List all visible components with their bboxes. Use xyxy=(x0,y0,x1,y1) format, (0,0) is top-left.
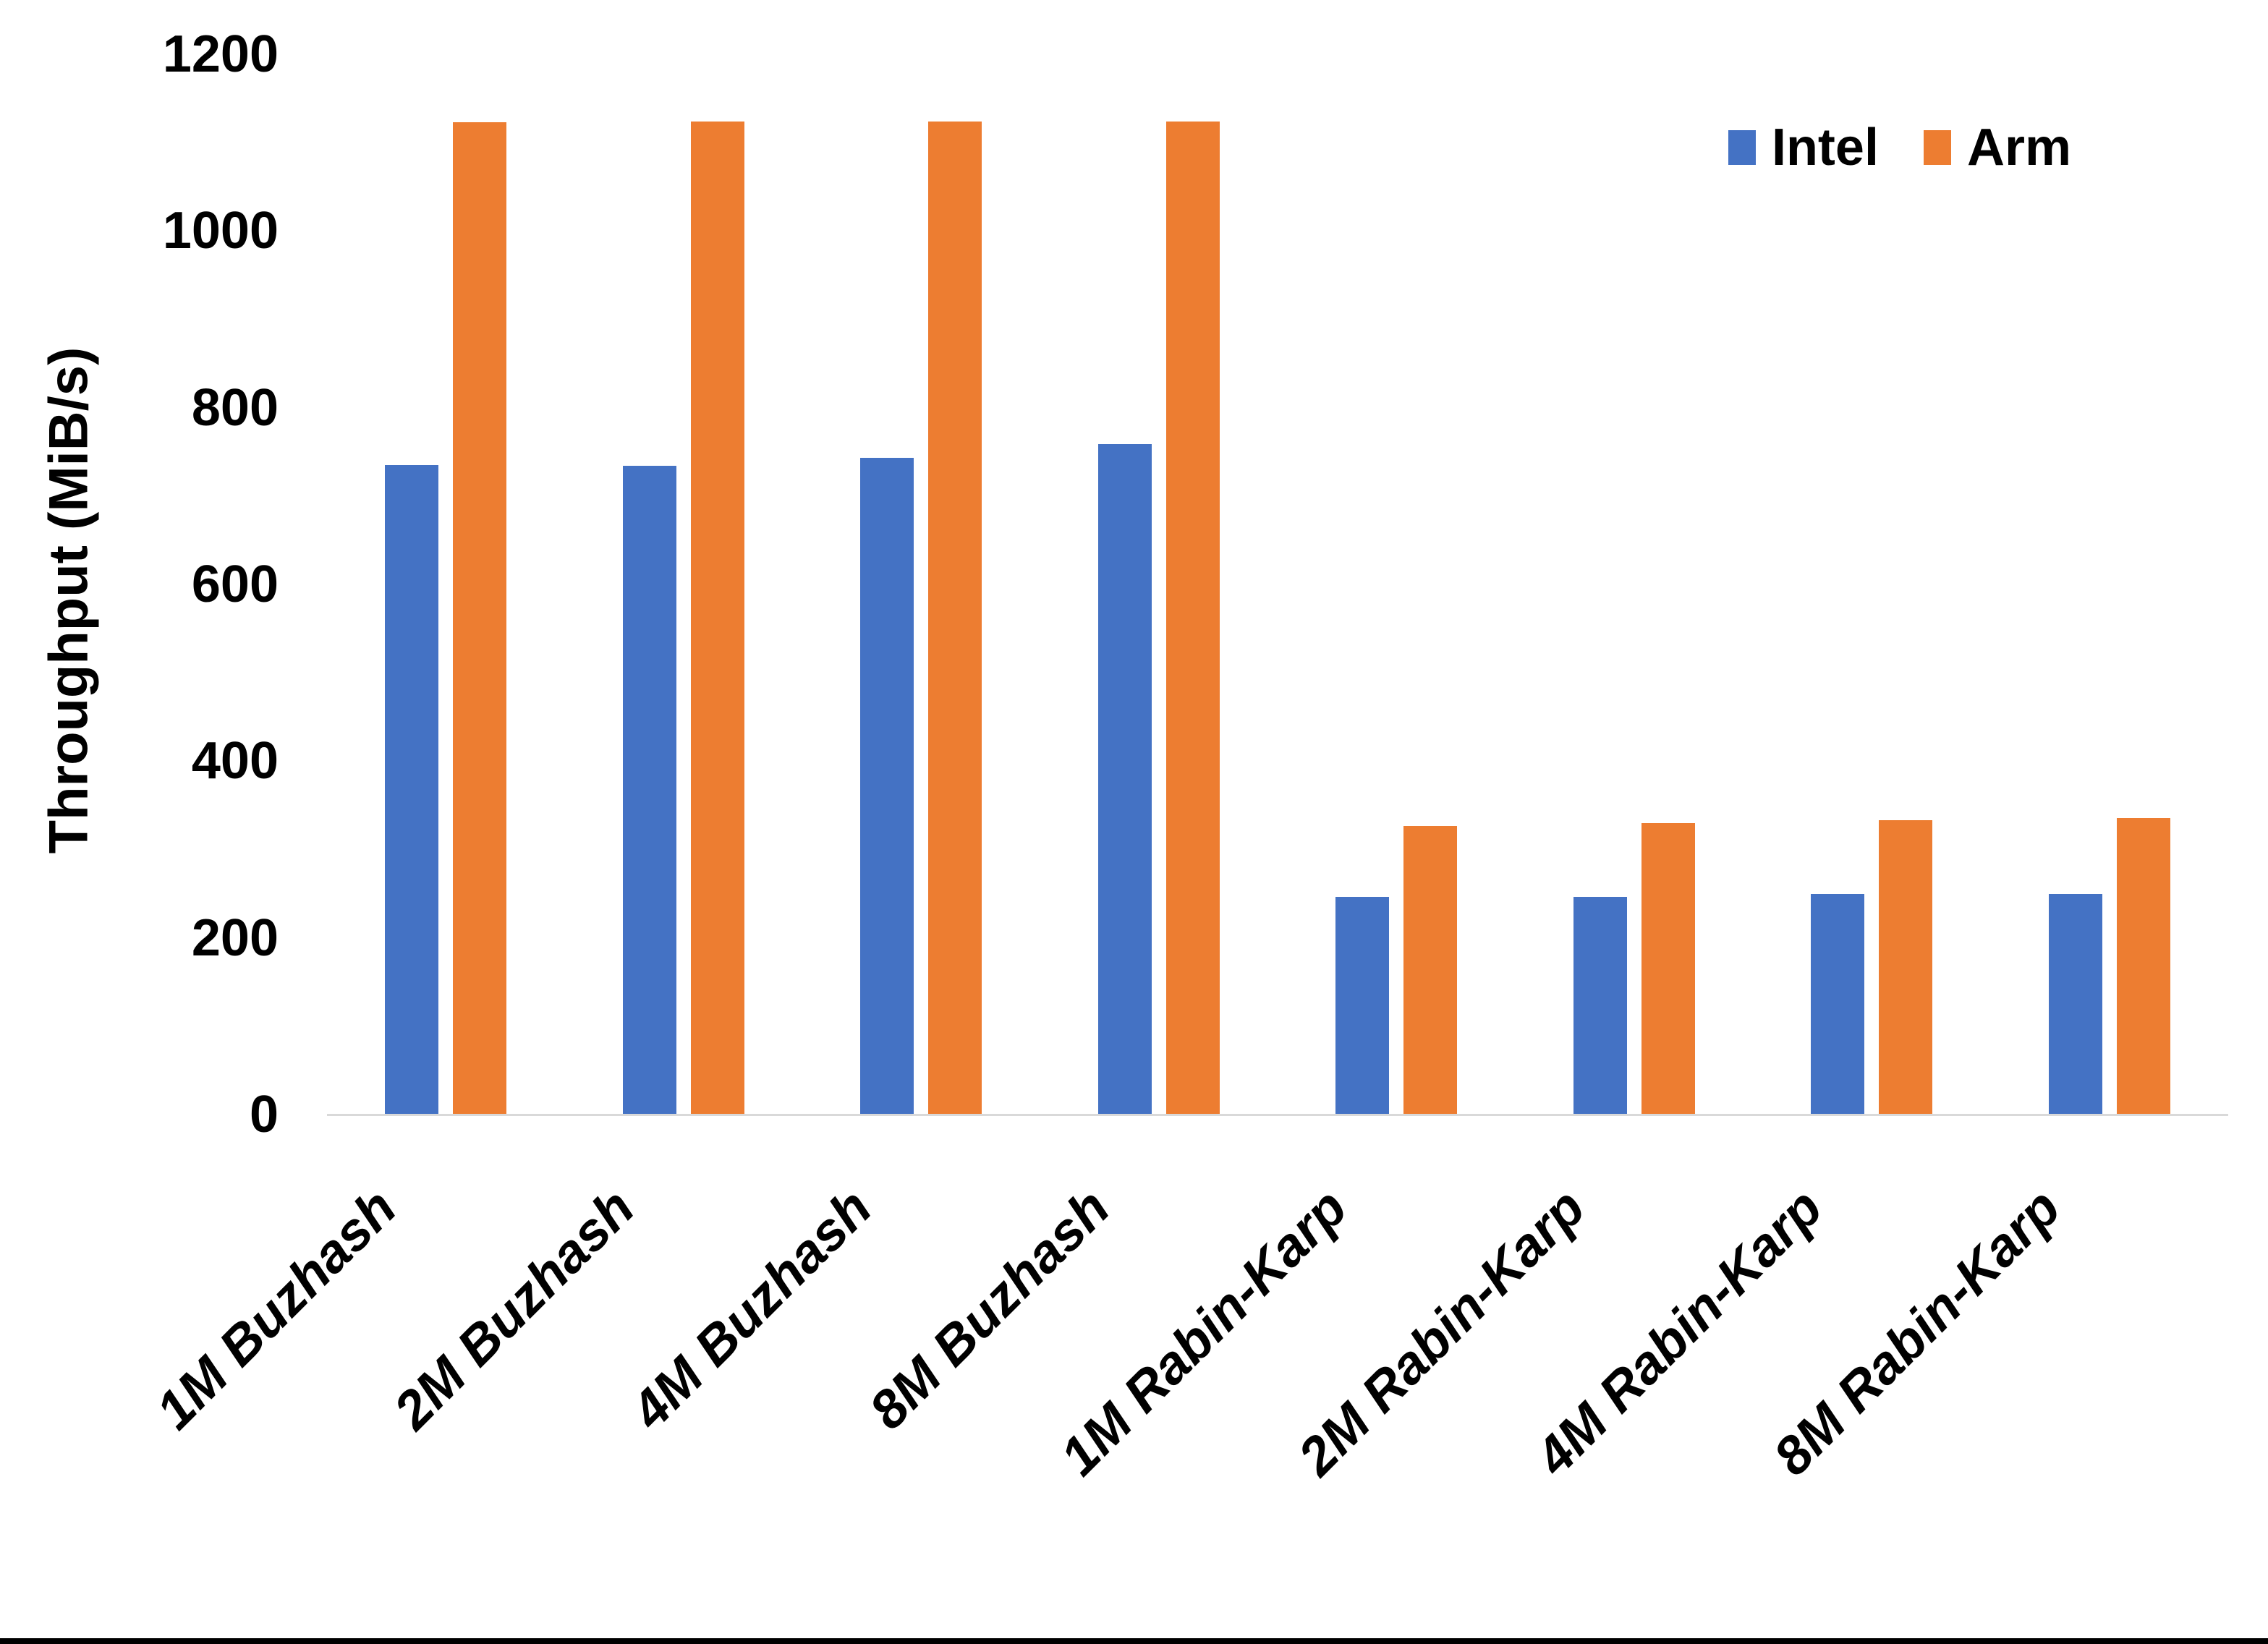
bar-arm-2m-buzhash xyxy=(690,121,744,1115)
bar-arm-8m-rabin-karp xyxy=(2116,817,2170,1115)
bar-intel-1m-buzhash xyxy=(385,465,439,1115)
x-axis-label-4m-buzhash: 4M Buzhash xyxy=(619,1177,883,1441)
legend: Intel Arm xyxy=(1728,120,2071,175)
plot-area xyxy=(327,54,2228,1116)
bar-arm-2m-rabin-karp xyxy=(1641,822,1695,1115)
bar-arm-1m-buzhash xyxy=(453,122,507,1115)
bar-intel-2m-rabin-karp xyxy=(1573,897,1627,1115)
legend-item-intel: Intel xyxy=(1728,120,1879,175)
bar-intel-4m-rabin-karp xyxy=(1811,893,1865,1115)
bar-intel-2m-buzhash xyxy=(622,466,676,1115)
x-axis-label-8m-buzhash: 8M Buzhash xyxy=(857,1177,1121,1441)
y-tick-label-1200: 1200 xyxy=(162,25,279,83)
y-tick-label-600: 600 xyxy=(191,555,279,613)
bar-intel-1m-rabin-karp xyxy=(1335,897,1390,1115)
x-axis-label-2m-buzhash: 2M Buzhash xyxy=(382,1177,646,1441)
bar-intel-4m-buzhash xyxy=(860,458,914,1115)
legend-item-arm: Arm xyxy=(1923,119,2071,176)
bar-arm-4m-rabin-karp xyxy=(1879,820,1933,1115)
legend-swatch-intel xyxy=(1728,130,1756,165)
bar-intel-8m-buzhash xyxy=(1097,443,1152,1115)
legend-swatch-arm xyxy=(1923,130,1951,165)
x-axis-line xyxy=(327,1114,2228,1116)
bottom-border xyxy=(0,1638,2268,1644)
y-tick-label-800: 800 xyxy=(191,378,279,437)
x-axis-label-1m-buzhash: 1M Buzhash xyxy=(144,1177,408,1441)
bar-arm-8m-buzhash xyxy=(1165,121,1220,1115)
y-tick-label-400: 400 xyxy=(191,732,279,791)
y-tick-label-1000: 1000 xyxy=(162,202,279,260)
legend-label-arm: Arm xyxy=(1966,119,2071,176)
y-tick-label-200: 200 xyxy=(191,908,279,967)
legend-label-intel: Intel xyxy=(1771,119,1879,176)
y-tick-label-0: 0 xyxy=(249,1086,279,1143)
bar-arm-1m-rabin-karp xyxy=(1403,825,1458,1115)
bar-arm-4m-buzhash xyxy=(928,121,982,1115)
bar-intel-8m-rabin-karp xyxy=(2048,893,2102,1115)
